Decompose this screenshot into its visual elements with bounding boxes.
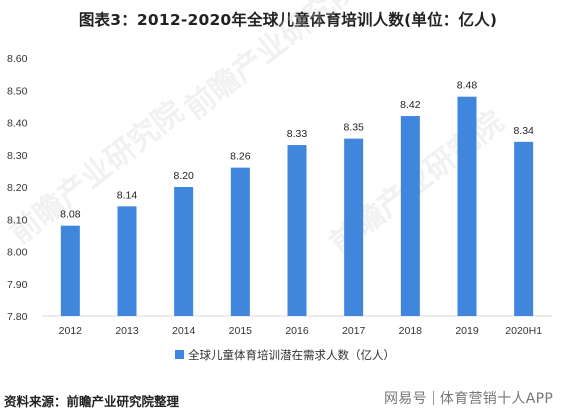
x-tick-label-2020H1: 2020H1 [505,325,542,337]
y-tick-label: 8.10 [7,214,28,226]
data-label-2015: 8.26 [230,151,251,163]
bar-2014 [174,187,194,316]
platform-watermark: 网易号 体育营销十人APP [384,388,553,408]
data-label-2017: 8.35 [343,122,364,134]
data-label-2020H1: 8.34 [513,125,534,137]
y-tick-label: 8.60 [7,53,28,65]
y-tick-label: 8.00 [7,247,28,259]
bar-2017 [344,138,364,316]
chart-title: 图表3：2012-2020年全球儿童体育培训人数(单位：亿人) [78,11,498,29]
bar-2018 [400,116,420,316]
data-label-2014: 8.20 [173,170,194,182]
y-tick-label: 8.20 [7,182,28,194]
bar-2012 [60,225,80,316]
legend-swatch [175,350,184,359]
y-tick-label: 8.40 [7,118,28,130]
data-label-2016: 8.33 [287,128,308,140]
bar-2020H1 [514,141,534,316]
background-watermark-text: 前瞻产业研究院 [178,0,365,126]
y-tick-label: 8.30 [7,150,28,162]
y-tick-label: 7.80 [7,311,28,323]
data-label-2013: 8.14 [117,189,138,201]
x-tick-label-2015: 2015 [229,325,253,337]
background-watermark-text: 前瞻产业研究院 [3,94,190,251]
background-watermark: 前瞻产业研究院前瞻产业研究院前瞻产业研究院 [3,0,510,261]
x-axis: 2012 2013 2014 2015 2016 2017 2018 2019 2020H1 [59,325,543,337]
bar-2019 [457,96,477,316]
x-tick-label-2014: 2014 [172,325,196,337]
x-tick-label-2018: 2018 [399,325,423,337]
legend-label: 全球儿童体育培训潜在需求人数（亿人） [188,348,395,362]
x-tick-label-2016: 2016 [285,325,309,337]
data-label-2018: 8.42 [400,99,421,111]
bar-2015 [230,167,250,316]
bar-2016 [287,145,307,316]
y-tick-label: 8.50 [7,85,28,97]
y-tick-label: 7.90 [7,279,28,291]
data-label-2012: 8.08 [60,209,81,221]
watermark-right: 体育营销十人APP [439,391,554,407]
watermark-divider [432,391,434,405]
x-tick-label-2013: 2013 [115,325,139,337]
source-note: 资料来源：前瞻产业研究院整理 [4,394,180,409]
x-tick-label-2012: 2012 [59,325,83,337]
data-label-2019: 8.48 [457,80,478,92]
bar-2013 [117,206,137,316]
legend: 全球儿童体育培训潜在需求人数（亿人） [175,348,395,362]
watermark-left: 网易号 [384,391,427,407]
x-tick-label-2019: 2019 [455,325,479,337]
bars: 8.08 8.14 8.20 8.26 8.33 8.35 8.42 8.48 8.34 [60,80,534,316]
x-tick-label-2017: 2017 [342,325,366,337]
